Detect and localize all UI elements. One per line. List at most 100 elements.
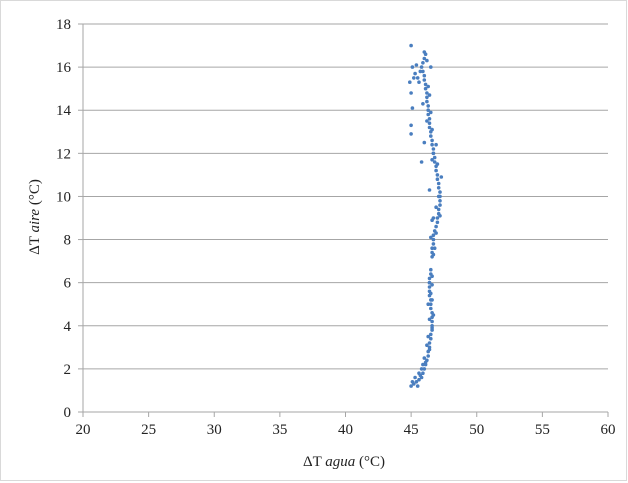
data-point-53 — [432, 155, 437, 160]
data-point-137 — [415, 384, 420, 388]
data-point-57 — [430, 138, 434, 143]
data-point-121 — [421, 102, 425, 106]
data-point-2 — [414, 380, 419, 384]
data-point-13 — [429, 336, 433, 341]
data-point-81 — [415, 76, 420, 80]
data-point-42 — [438, 203, 442, 207]
x-tick-label-20: 20 — [76, 422, 91, 438]
data-point-91 — [422, 140, 427, 145]
x-tick-label-35: 35 — [272, 422, 287, 438]
y-tick-label-18: 18 — [56, 17, 71, 33]
data-point-135 — [423, 360, 428, 365]
data-point-64 — [426, 108, 431, 112]
data-point-119 — [425, 58, 429, 63]
data-point-94 — [431, 151, 436, 156]
data-point-3 — [417, 377, 421, 382]
data-point-104 — [426, 302, 431, 307]
data-point-12 — [427, 341, 432, 345]
x-tick-label-45: 45 — [404, 422, 419, 438]
data-point-108 — [422, 356, 427, 360]
data-point-49 — [435, 173, 440, 177]
data-point-5 — [421, 371, 425, 376]
x-tick-label-60: 60 — [601, 422, 616, 438]
data-point-125 — [439, 175, 444, 179]
x-tick-label-40: 40 — [338, 422, 353, 438]
data-point-74 — [419, 65, 424, 69]
x-axis-title-italic: agua — [325, 454, 355, 470]
data-point-48 — [435, 177, 440, 181]
data-point-34 — [431, 237, 436, 242]
gridlines — [83, 23, 608, 370]
data-point-25 — [427, 285, 432, 289]
data-point-124 — [435, 162, 440, 166]
data-point-33 — [431, 242, 436, 246]
data-point-27 — [427, 276, 432, 281]
data-point-129 — [432, 246, 437, 250]
x-tick-label-25: 25 — [141, 422, 156, 438]
data-point-133 — [430, 326, 434, 330]
y-tick-label-0: 0 — [64, 405, 72, 421]
data-point-60 — [427, 125, 432, 130]
data-point-136 — [418, 373, 423, 378]
data-point-122 — [430, 127, 434, 132]
data-point-68 — [425, 91, 429, 95]
data-point-128 — [434, 231, 438, 235]
data-point-120 — [422, 50, 427, 54]
y-axis-title-suffix: (°C) — [27, 179, 43, 209]
y-tick-label-2: 2 — [64, 362, 72, 378]
data-point-71 — [422, 78, 427, 82]
data-point-6 — [422, 367, 427, 371]
data-point-52 — [432, 160, 437, 164]
data-point-114 — [425, 119, 429, 123]
x-tick-label-50: 50 — [469, 422, 484, 438]
data-point-69 — [423, 86, 428, 91]
data-point-20 — [429, 306, 433, 311]
data-point-86 — [408, 80, 412, 84]
data-point-85 — [417, 80, 421, 84]
data-point-37 — [434, 224, 438, 229]
data-point-29 — [429, 267, 433, 272]
y-tick-label-4: 4 — [64, 319, 72, 335]
data-point-78 — [409, 43, 413, 48]
data-point-70 — [423, 82, 428, 87]
data-point-9 — [426, 354, 431, 358]
data-point-109 — [421, 362, 425, 367]
data-point-32 — [430, 246, 434, 250]
data-point-50 — [434, 168, 438, 173]
data-point-79 — [410, 65, 415, 69]
y-tick-label-14: 14 — [56, 103, 72, 119]
data-point-126 — [436, 194, 441, 199]
y-axis-title-italic: aire — [27, 209, 43, 233]
data-point-116 — [427, 93, 432, 97]
y-axis-title: ΔT aire (°C) — [27, 179, 43, 255]
data-point-82 — [412, 76, 416, 80]
data-point-113 — [410, 380, 415, 384]
x-axis-title-suffix: (°C) — [355, 454, 385, 470]
data-point-66 — [425, 99, 429, 104]
data-point-93 — [430, 158, 434, 162]
data-point-39 — [435, 216, 440, 220]
data-point-72 — [422, 73, 427, 78]
data-point-84 — [414, 63, 419, 67]
data-point-14 — [429, 332, 433, 337]
data-point-101 — [430, 274, 434, 279]
data-point-87 — [409, 91, 413, 95]
data-point-103 — [429, 291, 433, 296]
data-point-35 — [431, 233, 436, 237]
data-point-105 — [427, 317, 432, 322]
data-point-67 — [425, 95, 429, 100]
data-point-45 — [438, 190, 442, 194]
data-point-62 — [427, 117, 432, 121]
data-point-38 — [435, 220, 440, 225]
data-point-80 — [413, 71, 417, 76]
data-point-106 — [426, 334, 431, 339]
tick-labels: 20 25 30 35 40 45 50 55 60 0 2 4 6 8 10 12 14 16 18 — [56, 17, 616, 438]
data-point-123 — [434, 142, 438, 147]
data-point-76 — [422, 56, 427, 61]
data-point-58 — [429, 134, 433, 138]
y-axis-title-prefix: ΔT — [27, 233, 43, 255]
data-point-127 — [438, 214, 442, 218]
data-point-92 — [419, 160, 424, 164]
data-point-83 — [418, 69, 423, 74]
